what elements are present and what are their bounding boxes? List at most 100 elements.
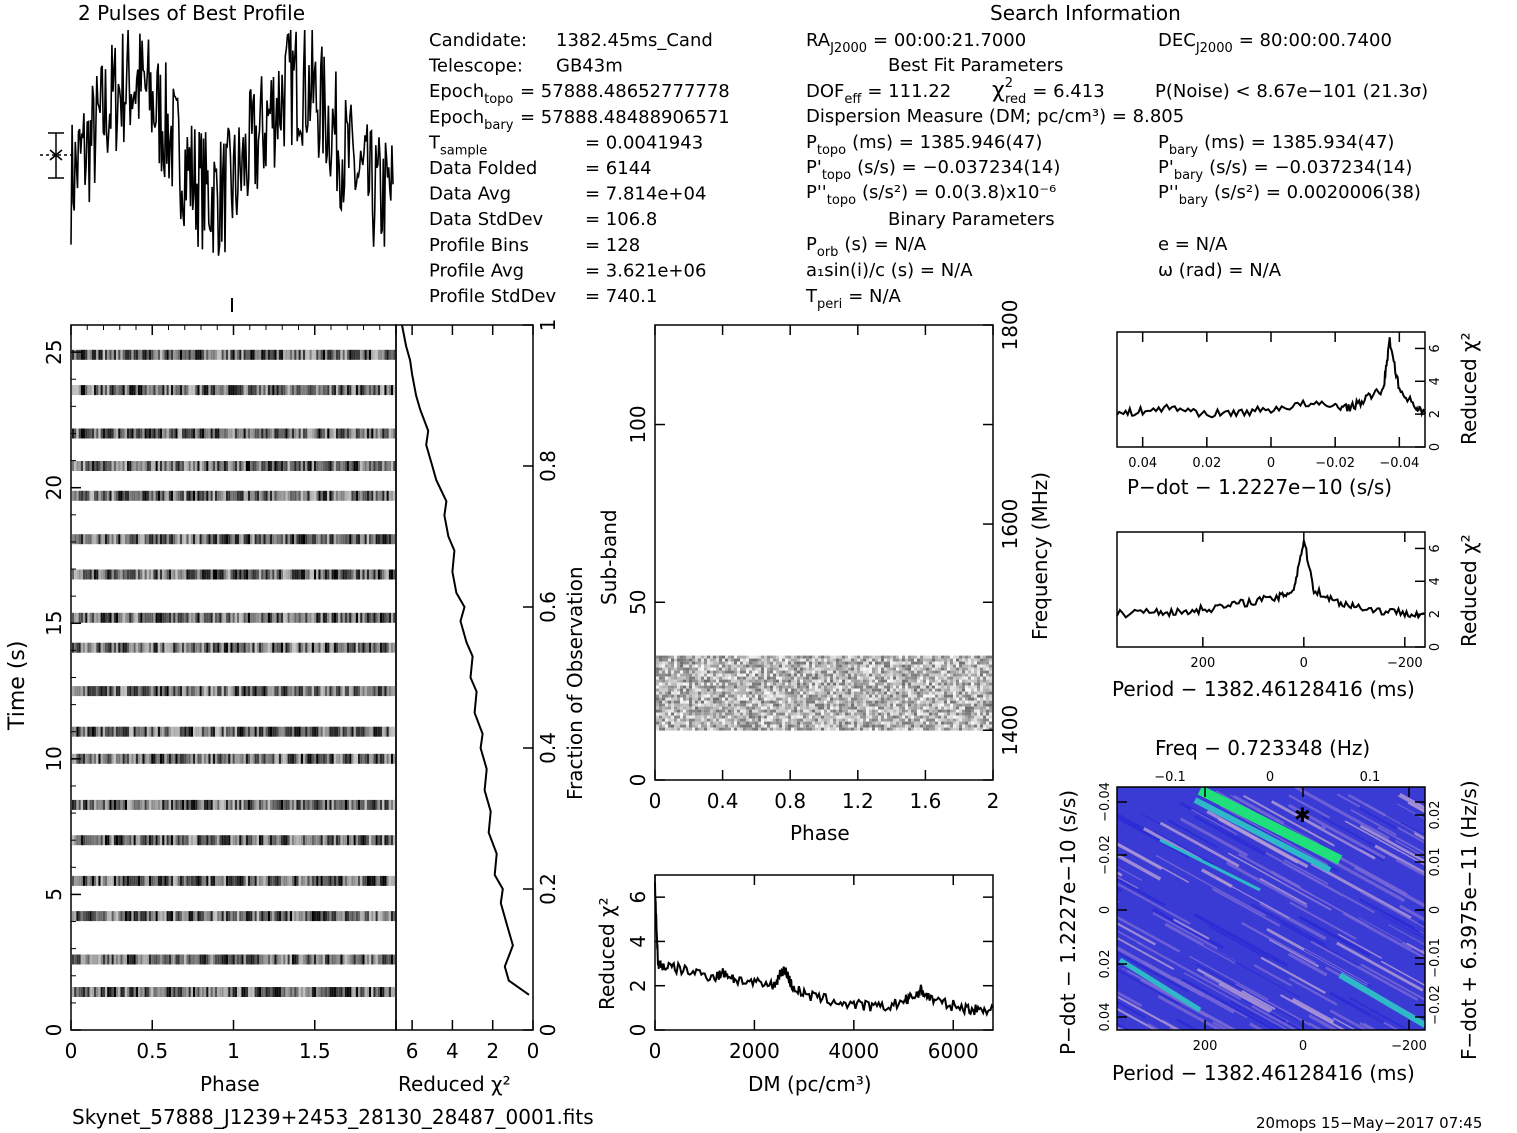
ptopo-label: P: [806, 132, 817, 153]
x-tick-label: 4000: [828, 1039, 879, 1063]
info-label-text: Data Folded: [429, 158, 537, 179]
time-band: [72, 987, 396, 997]
ppdot-axes: 200 0 −200 −0.04 −0.02 0 0.02 0.04 0.02 0.01 0 −0.0…: [1098, 770, 1443, 1054]
profile-line: [70, 29, 394, 256]
info-label-7: Data StdDev: [429, 209, 544, 230]
best-fit-marker: ✱: [1294, 803, 1311, 827]
info-column-basic: Candidate: 1382.45ms_Cand Telescope: GB43m E…: [428, 30, 730, 307]
subband-axes: 0 0.4 0.8 1.2 1.6 2 0 50 100 1400 1600 1800: [626, 300, 1022, 813]
x-tick-label: −200: [1391, 1039, 1427, 1054]
y2-tick-label: 0: [1428, 643, 1443, 651]
binary-title: Binary Parameters: [888, 209, 1055, 230]
info-label-0: Candidate:: [429, 30, 527, 51]
y-tick-label: 0: [626, 774, 650, 787]
x-tick-label: 0.02: [1192, 456, 1221, 471]
info-label-4: Tsample: [428, 132, 487, 158]
tperi-value: = N/A: [848, 286, 901, 307]
ptopo-sub: topo: [817, 143, 846, 158]
y2-tick-label: 0: [536, 1024, 560, 1037]
y2-tick-label: 6: [1428, 344, 1443, 352]
time-phase-bands: [72, 349, 396, 997]
porb-value: (s) = N/A: [844, 234, 926, 255]
y-tick-label: 0: [626, 1024, 650, 1037]
y2-tick-label: 0.6: [536, 591, 560, 623]
chi2-time-axes: 6 4 2 0 0 0.2 0.4 0.6 0.8 1: [406, 319, 560, 1063]
time-band: [72, 726, 396, 737]
best-fit-title: Best Fit Parameters: [888, 55, 1063, 76]
info-value-5: = 6144: [585, 158, 652, 179]
pdbary-value: (s/s) = −0.037234(14): [1209, 157, 1412, 178]
x-tick-label: 1.2: [842, 789, 874, 813]
info-value-8: = 128: [585, 235, 640, 256]
chi2-label: χ: [992, 78, 1005, 103]
subband-phase-label: Phase: [790, 821, 850, 845]
subband-axis-label: Sub-band: [597, 509, 621, 605]
pdot-frame: [1116, 331, 1426, 448]
pdot-xlabel: P−dot − 1.2227e−10 (s/s): [1127, 475, 1392, 499]
x-tick-label: 2: [486, 1039, 499, 1063]
info-label-text: Epoch: [429, 107, 484, 128]
y2-tick-label: 4: [1428, 577, 1443, 585]
chi2-value: = 6.413: [1032, 81, 1104, 102]
info-label-10: Profile StdDev: [429, 286, 557, 307]
pddbary-sub: bary: [1179, 193, 1209, 208]
x-tick-label: 0.8: [774, 789, 806, 813]
info-value-9: = 3.621e+06: [585, 260, 706, 281]
y-tick-label: 0.04: [1098, 1003, 1113, 1032]
ptopo-row: Ptopo (ms) = 1385.946(47): [806, 132, 1042, 158]
x-tick-label: −0.04: [1379, 456, 1419, 471]
info-value-0: 1382.45ms_Cand: [556, 30, 713, 51]
dm-frame: [654, 874, 994, 1031]
pddbary-label: P'': [1158, 182, 1179, 203]
time-band: [72, 753, 396, 764]
time-band: [72, 954, 396, 965]
dm-axes: 0 2000 4000 6000 0 2 4 6: [626, 875, 993, 1063]
time-band: [72, 686, 396, 697]
porb-label: P: [806, 234, 817, 255]
x-tick-label: 0: [649, 789, 662, 813]
time-phase-axes: 0 0.5 1 1.5 0 5 10 15 20 25: [42, 324, 397, 1063]
info-value-1: GB43m: [556, 56, 623, 77]
y2-tick-label: 0: [1428, 443, 1443, 451]
freq-tick-label: 0.1: [1360, 770, 1381, 785]
period-axes: 200 0 −200 0 2 4 6: [1190, 532, 1443, 671]
chi2-time-xlabel: Reduced χ²: [398, 1072, 511, 1096]
x-tick-label: 6: [406, 1039, 419, 1063]
dof-sub: eff: [844, 92, 862, 107]
x-tick-label: 2: [987, 789, 1000, 813]
chi2-time-line: [401, 324, 530, 996]
pdtopo-row: P'topo (s/s) = −0.037234(14): [806, 157, 1060, 183]
y-tick-label: 0.02: [1098, 950, 1113, 979]
time-band: [72, 799, 396, 810]
x-tick-label: 6000: [928, 1039, 979, 1063]
peak-stripe: [1197, 787, 1343, 865]
y2-tick-label: 0.02: [1428, 801, 1443, 830]
profile-trace: [70, 29, 394, 256]
subband-data: [656, 655, 992, 731]
ra-label: RA: [806, 30, 831, 51]
time-axis-label: Time (s): [5, 641, 30, 731]
x-tick-label: 0.04: [1128, 456, 1157, 471]
info-value-2: = 57888.48652777778: [520, 81, 730, 102]
pbary-row: Pbary (ms) = 1385.934(47): [1158, 132, 1394, 158]
dm-xlabel: DM (pc/cm³): [748, 1072, 872, 1096]
pbary-sub: bary: [1169, 143, 1199, 158]
x-tick-label: 0: [1267, 456, 1275, 471]
pdtopo-sub: topo: [822, 168, 851, 183]
dof-label: DOF: [806, 81, 844, 102]
ppdot-xlabel: Period − 1382.46128416 (ms): [1112, 1061, 1415, 1085]
info-value-10: = 740.1: [585, 286, 657, 307]
pdbary-sub: bary: [1174, 168, 1204, 183]
pdbary-label: P': [1158, 157, 1174, 178]
y-tick-label: 0: [1098, 906, 1113, 914]
info-label-text: Data Avg: [429, 184, 511, 205]
y-tick-label: 5: [42, 888, 66, 901]
y2-tick-label: −0.01: [1428, 938, 1443, 978]
pbary-label: P: [1158, 132, 1169, 153]
x-tick-label: 1: [227, 1039, 240, 1063]
y2-tick-label: 4: [1428, 377, 1443, 385]
info-label-text: Epoch: [429, 81, 484, 102]
y-tick-label: −0.04: [1098, 782, 1113, 822]
time-band: [72, 534, 396, 545]
y2-tick-label: 0: [1428, 906, 1443, 914]
